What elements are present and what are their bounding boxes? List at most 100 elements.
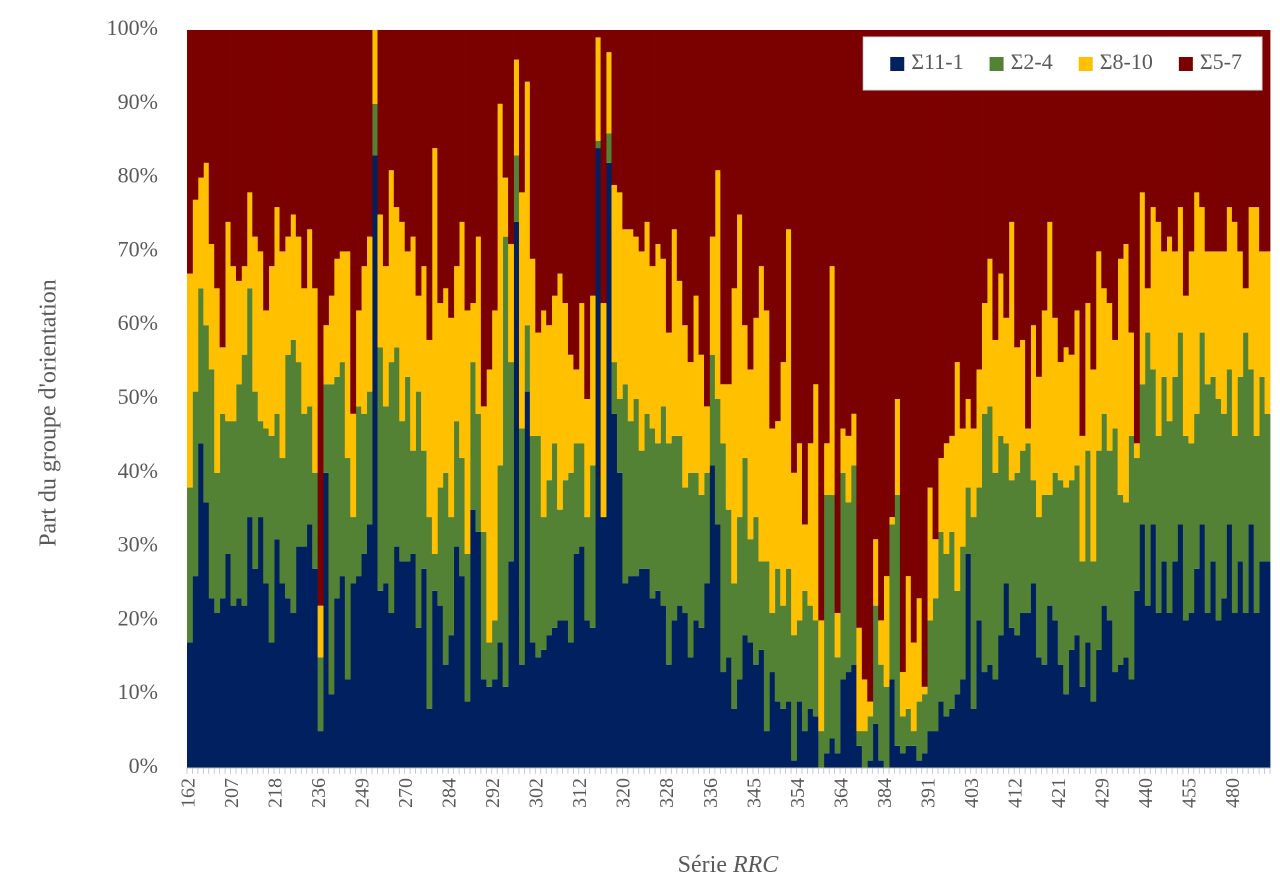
bar-segment [1030, 30, 1037, 326]
bar-segment [927, 731, 933, 768]
y-tick-label: 80% [118, 163, 158, 188]
bar-segment [225, 221, 231, 422]
bar-segment [1052, 30, 1059, 318]
bar-segment [883, 576, 890, 687]
bar-segment [595, 140, 602, 149]
bar-segment [268, 30, 275, 267]
bar-segment [1117, 258, 1124, 495]
bar-segment [660, 406, 667, 606]
bar-segment [840, 679, 846, 768]
bar-segment [312, 472, 319, 569]
bar-segment [894, 399, 901, 495]
bar-segment [1128, 332, 1135, 436]
bar-segment [295, 236, 302, 363]
bar-segment [497, 30, 504, 104]
bar-segment [333, 258, 340, 377]
bar-segment [704, 583, 710, 768]
bar-segment [546, 480, 553, 636]
bar-segment [606, 133, 612, 163]
bar-segment [263, 583, 270, 768]
bar-segment [638, 251, 645, 451]
bar-segment [437, 605, 444, 768]
bar-segment [214, 288, 221, 473]
bar-segment [475, 236, 482, 414]
bar-segment [687, 657, 694, 768]
bar-segment [257, 30, 264, 252]
bar-segment [622, 30, 629, 230]
bar-segment [497, 465, 504, 643]
bar-segment [976, 620, 982, 768]
bar-segment [693, 472, 699, 621]
bar-segment [638, 450, 645, 569]
bar-segment [301, 288, 308, 414]
bar-segment [595, 37, 602, 141]
bar-segment [987, 664, 993, 768]
bar-segment [883, 30, 890, 577]
bar-segment [1035, 657, 1042, 768]
x-tick-label: 364 [830, 778, 852, 808]
bar-segment [1144, 288, 1151, 333]
bar-segment [557, 30, 563, 274]
bar-segment [263, 310, 270, 429]
bar-segment [257, 421, 264, 518]
bar-segment [480, 531, 487, 680]
bar-segment [235, 30, 242, 281]
bar-segment [1003, 583, 1010, 768]
bar-segment [921, 30, 928, 687]
bar-segment [241, 354, 248, 606]
bar-segment [584, 399, 591, 518]
legend-swatch [890, 57, 905, 71]
legend-label: Σ11-1 [911, 49, 963, 74]
bar-segment [557, 509, 563, 621]
bar-segment [823, 753, 830, 768]
bar-segment [377, 347, 384, 591]
bar-segment [486, 30, 493, 370]
bar-segment [464, 310, 471, 554]
bar-segment [665, 332, 672, 444]
bar-segment [600, 30, 607, 304]
bar-segment [834, 30, 841, 614]
x-tick-label: 312 [569, 778, 591, 808]
bar-segment [366, 30, 373, 237]
bar-segment [323, 472, 329, 768]
bar-segment [1025, 613, 1031, 768]
bar-segment [704, 472, 710, 584]
bar-segment [415, 295, 422, 392]
bar-segment [469, 30, 476, 304]
bar-segment [1068, 30, 1075, 355]
bar-segment [1008, 627, 1015, 768]
bar-segment [976, 30, 982, 370]
bar-segment [714, 524, 721, 768]
bar-segment [758, 266, 765, 562]
bar-segment [225, 30, 231, 222]
bar-segment [475, 413, 482, 532]
bar-segment [535, 657, 542, 768]
bar-segment [480, 30, 487, 407]
bar-segment [1231, 221, 1238, 436]
bar-segment [584, 30, 591, 399]
bar-segment [606, 30, 612, 53]
bar-segment [910, 731, 917, 746]
bar-segment [312, 30, 319, 289]
bar-segment [399, 221, 406, 422]
bar-segment [437, 30, 444, 304]
bar-segment [1139, 192, 1146, 385]
bar-segment [388, 613, 395, 768]
bar-segment [1226, 369, 1233, 525]
bar-segment [987, 258, 993, 407]
bar-segment [660, 258, 667, 407]
bar-segment [361, 413, 367, 554]
bar-segment [208, 244, 215, 370]
bar-segment [290, 613, 297, 768]
bar-segment [333, 598, 340, 768]
bar-segment [295, 30, 302, 237]
bar-segment [992, 472, 999, 680]
bar-segment [878, 760, 885, 768]
bar-segment [752, 317, 759, 518]
bar-segment [1139, 384, 1146, 525]
bar-segment [1150, 524, 1157, 768]
bar-segment [187, 487, 193, 643]
bar-segment [246, 517, 253, 768]
bar-segment [1117, 494, 1124, 665]
bar-segment [518, 664, 525, 768]
